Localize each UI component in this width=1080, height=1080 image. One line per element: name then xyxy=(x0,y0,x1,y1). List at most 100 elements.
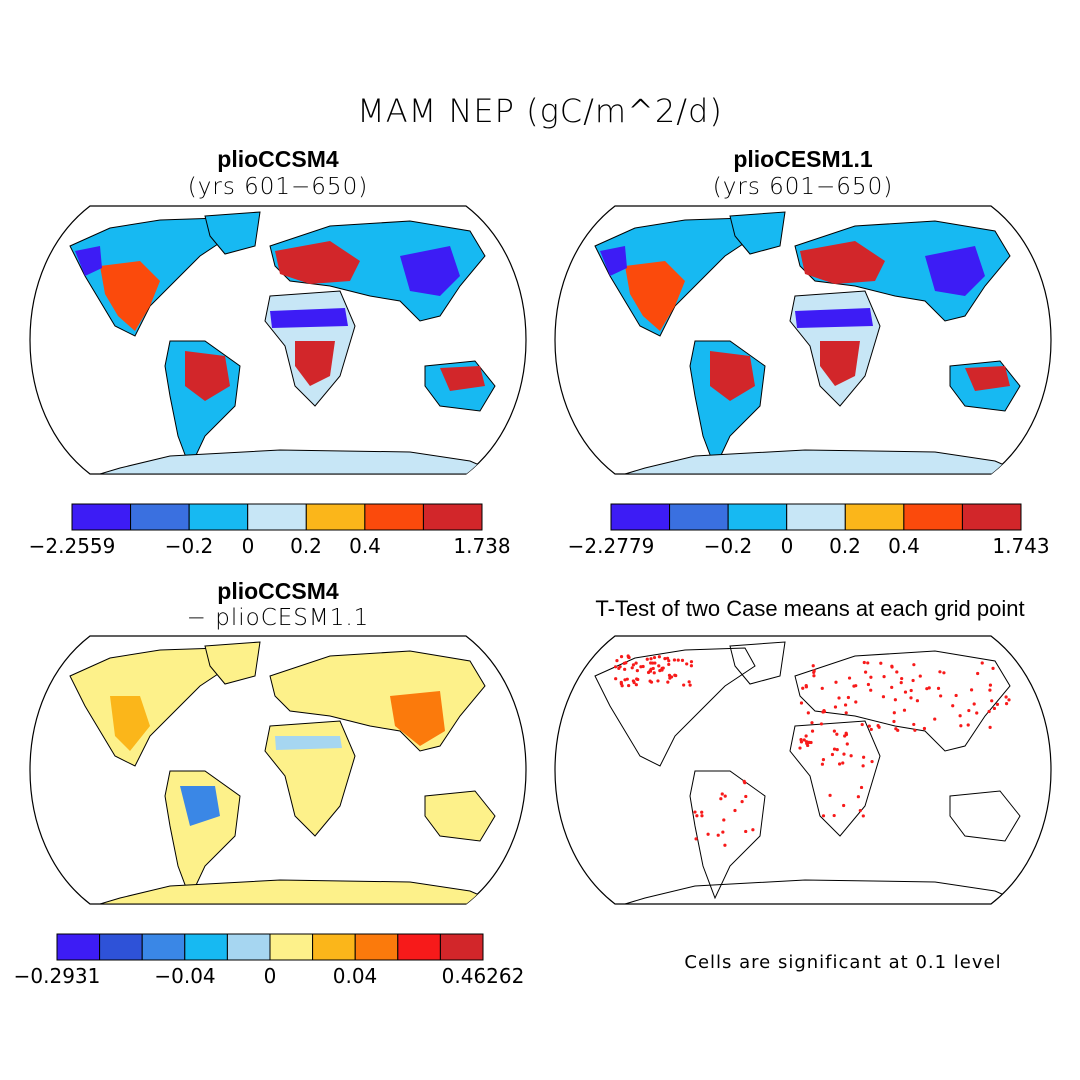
sig-dot xyxy=(951,704,955,708)
sig-dot xyxy=(634,661,638,665)
sig-dot xyxy=(959,724,963,728)
sig-dot xyxy=(845,742,849,746)
sig-dot xyxy=(933,717,937,721)
sig-dot xyxy=(854,700,858,704)
map-panel-ccsm4 xyxy=(29,205,527,475)
sig-dot xyxy=(966,723,970,727)
sig-dot xyxy=(988,683,993,687)
europe-positive xyxy=(800,241,885,284)
sig-dot xyxy=(838,762,842,766)
sig-dot xyxy=(740,799,744,804)
sig-dot xyxy=(820,762,825,766)
sig-dot xyxy=(744,794,748,799)
sig-dot xyxy=(694,837,698,841)
asia-positive xyxy=(390,691,445,746)
cb1-swatch-1 xyxy=(130,503,190,531)
significance-note: Cells are significant at 0.1 level xyxy=(684,952,1002,973)
europe-positive xyxy=(275,241,360,284)
south-america xyxy=(164,770,241,900)
sig-dot xyxy=(915,699,920,703)
panel2-title: plioCESM1.1 xyxy=(733,146,873,172)
sa-negative xyxy=(180,786,220,826)
sig-dot xyxy=(689,664,694,668)
sig-dot xyxy=(723,843,727,847)
sig-dot xyxy=(682,683,686,687)
sig-dot xyxy=(695,814,699,818)
north-america xyxy=(69,647,231,767)
sig-dot xyxy=(832,813,836,818)
sig-dot xyxy=(819,722,824,726)
sig-dot xyxy=(912,663,916,667)
sig-dot xyxy=(631,663,636,667)
sig-dot xyxy=(858,808,862,813)
sig-dot xyxy=(990,699,994,703)
cb2-swatch-6 xyxy=(961,503,1022,531)
sig-dot xyxy=(639,665,643,669)
sig-dot xyxy=(909,688,913,693)
sig-dot xyxy=(676,658,680,662)
sig-dot xyxy=(700,810,704,814)
sig-dot xyxy=(733,808,737,813)
cb2-swatch-4 xyxy=(844,503,905,531)
cb1-label-1: −0.2 xyxy=(164,534,214,558)
sig-dot xyxy=(938,670,942,674)
figure-title: MAM NEP (gC/m^2/d) xyxy=(357,92,723,130)
na-east-positive xyxy=(100,261,160,331)
colorbar-ccsm4 xyxy=(71,503,483,531)
cb1-swatch-3 xyxy=(247,503,307,531)
cb3-swatch-9 xyxy=(439,933,484,961)
sig-dot xyxy=(657,655,661,659)
north-america xyxy=(594,647,756,767)
sig-dot xyxy=(672,658,677,662)
sig-dot xyxy=(806,743,810,748)
sig-dot xyxy=(835,732,839,736)
sig-dot xyxy=(820,686,824,690)
cb2-swatch-1 xyxy=(669,503,729,531)
cb3-label-3: 0.04 xyxy=(332,964,378,988)
sig-dot xyxy=(821,757,826,762)
sig-dot xyxy=(743,781,747,785)
sig-dot xyxy=(869,727,873,732)
cb3-swatch-4 xyxy=(226,933,271,961)
sig-dot xyxy=(656,679,660,683)
map-panel-cesm xyxy=(554,205,1052,475)
sig-dot xyxy=(1007,698,1011,702)
sig-dot xyxy=(835,748,839,752)
na-west-negative xyxy=(600,246,627,276)
sig-dot xyxy=(942,671,946,675)
sig-dot xyxy=(832,747,837,751)
sig-dot xyxy=(830,752,835,757)
sig-dot xyxy=(822,709,826,713)
cb2-label-2: 0 xyxy=(780,534,794,558)
sig-dot xyxy=(660,668,664,672)
antarctica xyxy=(624,449,1026,474)
panel2-subtitle: (yrs 601−650) xyxy=(712,174,894,200)
sig-dot xyxy=(976,671,980,676)
africa-south-positive xyxy=(820,341,860,386)
sig-dot xyxy=(847,676,852,680)
sig-dot xyxy=(939,694,943,698)
sig-dot xyxy=(806,711,810,715)
map-panel-ttest xyxy=(554,635,1052,905)
sig-dot xyxy=(854,684,858,688)
sig-dot xyxy=(645,657,649,661)
panel3-title: plioCCSM4 xyxy=(217,578,339,604)
sig-dot xyxy=(866,661,870,665)
cb2-label-4: 0.4 xyxy=(888,534,920,558)
sig-dot xyxy=(673,673,677,677)
sig-dot xyxy=(832,729,836,733)
sig-dot xyxy=(936,686,941,690)
sig-dot xyxy=(918,674,922,678)
sahel-negative xyxy=(795,308,873,328)
sig-dot xyxy=(635,677,639,681)
sig-dot xyxy=(879,661,883,665)
sig-dot xyxy=(991,666,995,670)
sig-dot xyxy=(744,829,748,834)
sig-dot xyxy=(652,671,656,675)
cb3-label-0: −0.2931 xyxy=(13,964,101,988)
sig-dot xyxy=(649,657,653,661)
sig-dot xyxy=(801,686,805,690)
sig-dot xyxy=(900,676,904,681)
panel1-title: plioCCSM4 xyxy=(217,146,339,172)
sig-dot xyxy=(870,760,874,764)
